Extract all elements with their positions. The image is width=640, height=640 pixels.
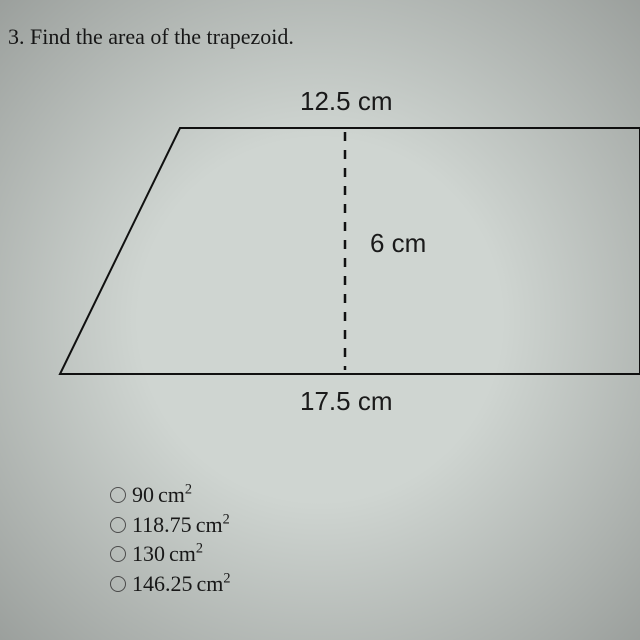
trapezoid-figure: 12.5 cm 6 cm 17.5 cm: [50, 86, 640, 426]
option-value: 130: [132, 539, 165, 569]
height-label: 6 cm: [370, 228, 426, 259]
radio-icon: [110, 517, 126, 533]
trapezoid-svg: [50, 86, 640, 386]
option-unit: cm2: [197, 569, 231, 599]
bottom-side-label: 17.5 cm: [300, 386, 393, 417]
option-value: 90: [132, 480, 154, 510]
question-line: 3. Find the area of the trapezoid.: [8, 24, 294, 50]
radio-icon: [110, 546, 126, 562]
question-text: Find the area of the trapezoid.: [30, 24, 294, 49]
option-unit: cm2: [158, 480, 192, 510]
option-a[interactable]: 90 cm2: [110, 480, 231, 510]
option-b[interactable]: 118.75 cm2: [110, 510, 231, 540]
option-value: 146.25: [132, 569, 193, 599]
option-c[interactable]: 130 cm2: [110, 539, 231, 569]
option-value: 118.75: [132, 510, 192, 540]
trapezoid-shape: [60, 128, 640, 374]
answer-options: 90 cm2 118.75 cm2 130 cm2 146.25 cm2: [110, 480, 231, 599]
option-unit: cm2: [196, 510, 230, 540]
top-side-label: 12.5 cm: [300, 86, 393, 117]
option-d[interactable]: 146.25 cm2: [110, 569, 231, 599]
question-number: 3.: [8, 24, 25, 49]
option-unit: cm2: [169, 539, 203, 569]
radio-icon: [110, 487, 126, 503]
radio-icon: [110, 576, 126, 592]
